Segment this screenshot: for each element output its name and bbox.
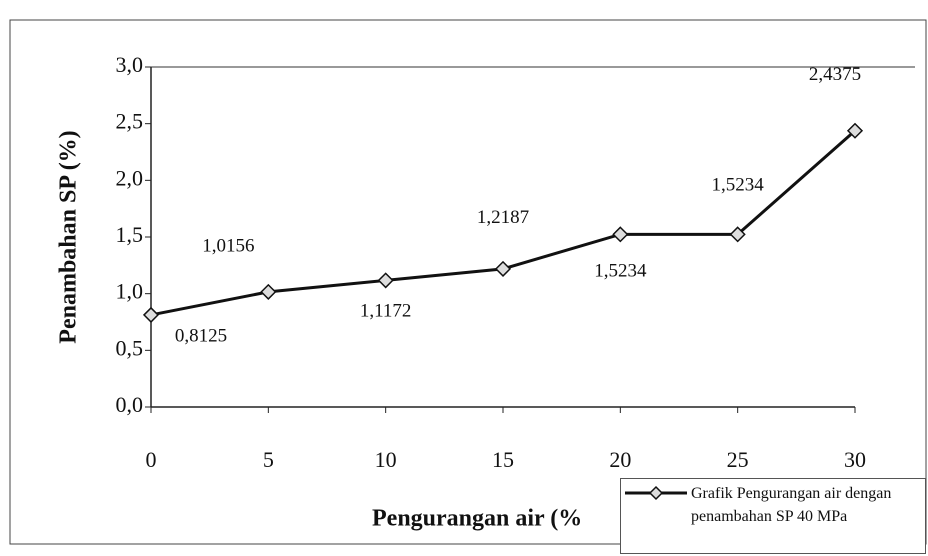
point-marker (142, 306, 160, 323)
y-tick-label: 2,5 (116, 109, 144, 134)
data-label: 1,1172 (360, 301, 412, 322)
legend-label: Grafik Pengurangan air dengan penambahan… (691, 485, 892, 525)
y-tick-label: 2,0 (116, 165, 144, 190)
data-label: 0,8125 (175, 325, 227, 346)
y-tick-label: 1,5 (116, 222, 144, 247)
point-marker (846, 122, 864, 139)
x-tick-label: 10 (375, 447, 397, 472)
data-label: 2,4375 (809, 64, 861, 85)
y-tick-label: 0,0 (116, 392, 144, 417)
x-tick-label: 5 (263, 447, 274, 472)
y-tick-label: 3,0 (116, 52, 144, 77)
x-tick-label: 15 (492, 447, 514, 472)
legend: Grafik Pengurangan air dengan penambahan… (620, 478, 926, 554)
x-axis-title: Pengurangan air (% (372, 506, 582, 532)
y-tick-label: 0,5 (116, 335, 144, 360)
point-marker (260, 283, 277, 300)
x-tick-label: 0 (146, 447, 157, 472)
data-label: 1,0156 (202, 235, 254, 256)
legend-marker (648, 485, 664, 501)
x-tick-label: 30 (844, 447, 866, 472)
point-marker (612, 226, 629, 243)
data-label: 1,2187 (477, 207, 529, 228)
x-tick-label: 20 (609, 447, 631, 472)
chart-frame (9, 19, 927, 545)
point-marker (494, 260, 512, 277)
y-tick-label: 1,0 (116, 279, 144, 304)
y-axis-title: Penambahan SP (%) (56, 130, 82, 343)
data-label: 1,5234 (594, 261, 647, 282)
point-marker (729, 226, 746, 243)
x-tick-label: 25 (727, 447, 749, 472)
data-label: 1,5234 (712, 175, 765, 196)
legend-swatch (625, 485, 687, 501)
point-marker (377, 272, 394, 289)
